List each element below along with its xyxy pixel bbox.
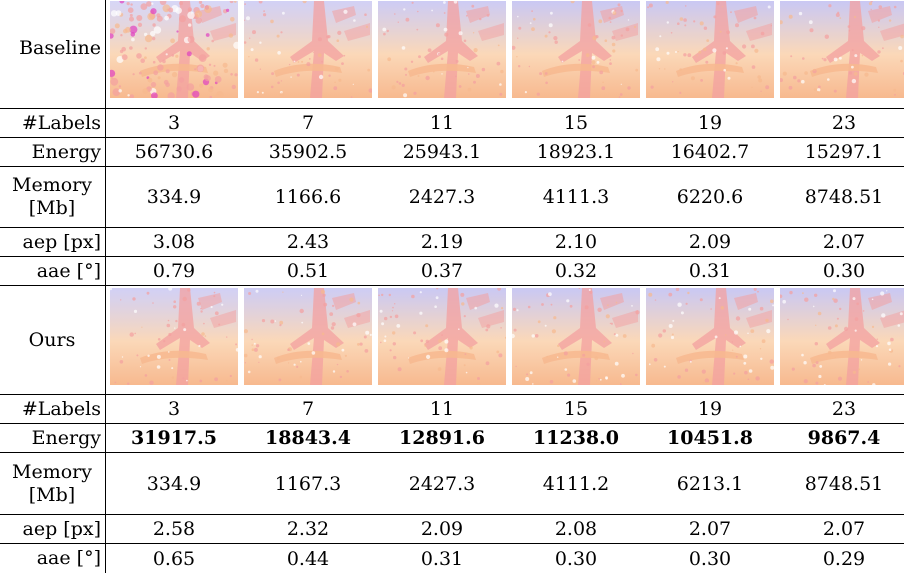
baseline-memory-cell: 4111.3: [542, 186, 610, 208]
baseline-num-labels-cell: 15: [563, 112, 589, 134]
ours-num-labels-cell: 15: [563, 398, 589, 420]
ours-memory-cell: 1167.3: [274, 472, 342, 495]
ours-energy-cell: 9867.4: [807, 427, 881, 449]
ours-num-labels-cell: 11: [429, 398, 455, 420]
row-label-num-labels: #Labels: [21, 397, 101, 420]
ours-aep-cell: 2.58: [152, 518, 196, 540]
baseline-energy-cell: 35902.5: [268, 141, 348, 163]
row-label-ours: Ours: [28, 328, 76, 351]
baseline-flow-image: [378, 1, 506, 98]
baseline-memory-cell: 334.9: [146, 186, 202, 208]
baseline-flow-image: [244, 1, 372, 98]
baseline-energy-cell: 18923.1: [536, 141, 616, 163]
ours-num-labels-cell: 19: [697, 398, 723, 420]
baseline-aep-cell: 3.08: [152, 231, 196, 253]
baseline-energy-cell: 56730.6: [134, 141, 214, 163]
ours-aep-cell: 2.09: [420, 518, 464, 540]
ours-flow-image: [110, 288, 238, 385]
ours-energy-cell: 12891.6: [399, 427, 485, 449]
baseline-aep-cell: 2.19: [420, 231, 464, 253]
baseline-num-labels-cell: 3: [167, 112, 181, 134]
ours-num-labels-cell: 7: [301, 398, 315, 420]
rule: [0, 514, 904, 515]
table-vertical-rule: [105, 0, 106, 573]
ours-aae-cell: 0.29: [822, 547, 866, 570]
baseline-aae-cell: 0.30: [822, 260, 866, 282]
baseline-flow-image: [512, 1, 640, 98]
baseline-aae-cell: 0.37: [420, 260, 464, 282]
ours-flow-image: [646, 288, 774, 385]
baseline-aep-cell: 2.09: [688, 231, 732, 253]
baseline-flow-image: [646, 1, 774, 98]
baseline-aae-cell: 0.79: [152, 260, 196, 282]
rule: [0, 452, 904, 453]
baseline-num-labels-cell: 19: [697, 112, 723, 134]
ours-aae-cell: 0.44: [286, 547, 330, 570]
rule: [0, 108, 904, 109]
row-label-aep: aep [px]: [22, 230, 101, 253]
ours-energy-cell: 31917.5: [131, 427, 217, 449]
baseline-memory-cell: 8748.51: [804, 186, 884, 208]
ours-flow-image: [378, 288, 506, 385]
row-label-aep: aep [px]: [22, 517, 101, 540]
row-label-baseline: Baseline: [19, 37, 101, 60]
baseline-memory-cell: 1166.6: [274, 186, 342, 208]
ours-flow-image: [780, 288, 904, 385]
baseline-memory-cell: 2427.3: [408, 186, 476, 208]
ours-memory-cell: 2427.3: [408, 472, 476, 495]
ours-aep-cell: 2.07: [688, 518, 732, 540]
baseline-num-labels-cell: 23: [831, 112, 857, 134]
ours-energy-cell: 10451.8: [667, 427, 753, 449]
rule: [0, 423, 904, 424]
ours-aep-cell: 2.08: [554, 518, 598, 540]
row-label-memory: Memory [Mb]: [0, 453, 104, 514]
baseline-aae-cell: 0.51: [286, 260, 330, 282]
ours-aae-cell: 0.30: [554, 547, 598, 570]
baseline-energy-cell: 15297.1: [804, 141, 884, 163]
baseline-flow-image: [780, 1, 904, 98]
baseline-aae-cell: 0.32: [554, 260, 598, 282]
ours-memory-cell: 6213.1: [676, 472, 744, 495]
rule: [0, 166, 904, 167]
row-label-num-labels: #Labels: [21, 111, 101, 134]
ours-memory-cell: 8748.51: [804, 472, 884, 495]
ours-memory-cell: 334.9: [146, 472, 202, 495]
ours-aep-cell: 2.07: [822, 518, 866, 540]
row-label-aae: aae [°]: [36, 547, 101, 570]
ours-flow-image: [512, 288, 640, 385]
rule: [0, 543, 904, 544]
baseline-flow-image: [110, 1, 238, 98]
rule: [0, 227, 904, 228]
baseline-aae-cell: 0.31: [688, 260, 732, 282]
baseline-energy-cell: 16402.7: [670, 141, 750, 163]
ours-memory-cell: 4111.2: [542, 472, 610, 495]
baseline-aep-cell: 2.10: [554, 231, 598, 253]
row-label-energy: Energy: [31, 426, 101, 449]
row-label-energy: Energy: [31, 140, 101, 163]
ours-aae-cell: 0.65: [152, 547, 196, 570]
ours-energy-cell: 18843.4: [265, 427, 351, 449]
rule: [0, 394, 904, 395]
baseline-memory-cell: 6220.6: [676, 186, 744, 208]
baseline-aep-cell: 2.07: [822, 231, 866, 253]
row-label-aae: aae [°]: [36, 259, 101, 282]
ours-num-labels-cell: 3: [167, 398, 181, 420]
ours-aae-cell: 0.30: [688, 547, 732, 570]
memory-label-text: Memory [Mb]: [12, 174, 92, 219]
rule: [0, 285, 904, 286]
row-label-memory: Memory [Mb]: [0, 167, 104, 227]
ours-num-labels-cell: 23: [831, 398, 857, 420]
baseline-energy-cell: 25943.1: [402, 141, 482, 163]
baseline-aep-cell: 2.43: [286, 231, 330, 253]
ours-flow-image: [244, 288, 372, 385]
ours-aep-cell: 2.32: [286, 518, 330, 540]
ours-aae-cell: 0.31: [420, 547, 464, 570]
ours-energy-cell: 11238.0: [533, 427, 619, 449]
rule: [0, 256, 904, 257]
baseline-num-labels-cell: 11: [429, 112, 455, 134]
rule: [0, 137, 904, 138]
memory-label-text: Memory [Mb]: [12, 460, 92, 506]
baseline-num-labels-cell: 7: [301, 112, 315, 134]
